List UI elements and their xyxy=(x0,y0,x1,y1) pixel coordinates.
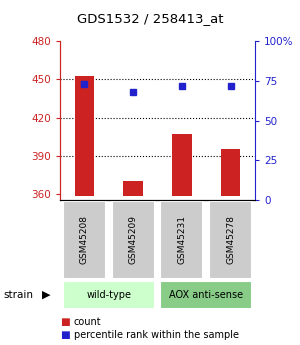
Bar xyxy=(63,281,154,309)
Text: GDS1532 / 258413_at: GDS1532 / 258413_at xyxy=(77,12,223,26)
Text: ■: ■ xyxy=(60,330,70,339)
Bar xyxy=(221,149,240,196)
Text: AOX anti-sense: AOX anti-sense xyxy=(169,290,243,300)
Text: percentile rank within the sample: percentile rank within the sample xyxy=(74,330,238,339)
Bar xyxy=(160,201,203,279)
Text: wild-type: wild-type xyxy=(86,290,131,300)
Text: GSM45278: GSM45278 xyxy=(226,215,235,264)
Text: count: count xyxy=(74,317,101,327)
Text: GSM45231: GSM45231 xyxy=(177,215,186,264)
Bar xyxy=(75,76,94,196)
Bar xyxy=(112,201,154,279)
Text: ■: ■ xyxy=(60,317,70,327)
Text: GSM45209: GSM45209 xyxy=(129,215,138,264)
Bar xyxy=(123,181,143,196)
Bar xyxy=(172,134,192,196)
Bar xyxy=(63,201,106,279)
Bar xyxy=(160,281,252,309)
Text: strain: strain xyxy=(3,290,33,300)
Text: GSM45208: GSM45208 xyxy=(80,215,89,264)
Text: ▶: ▶ xyxy=(42,290,51,300)
Bar xyxy=(209,201,252,279)
